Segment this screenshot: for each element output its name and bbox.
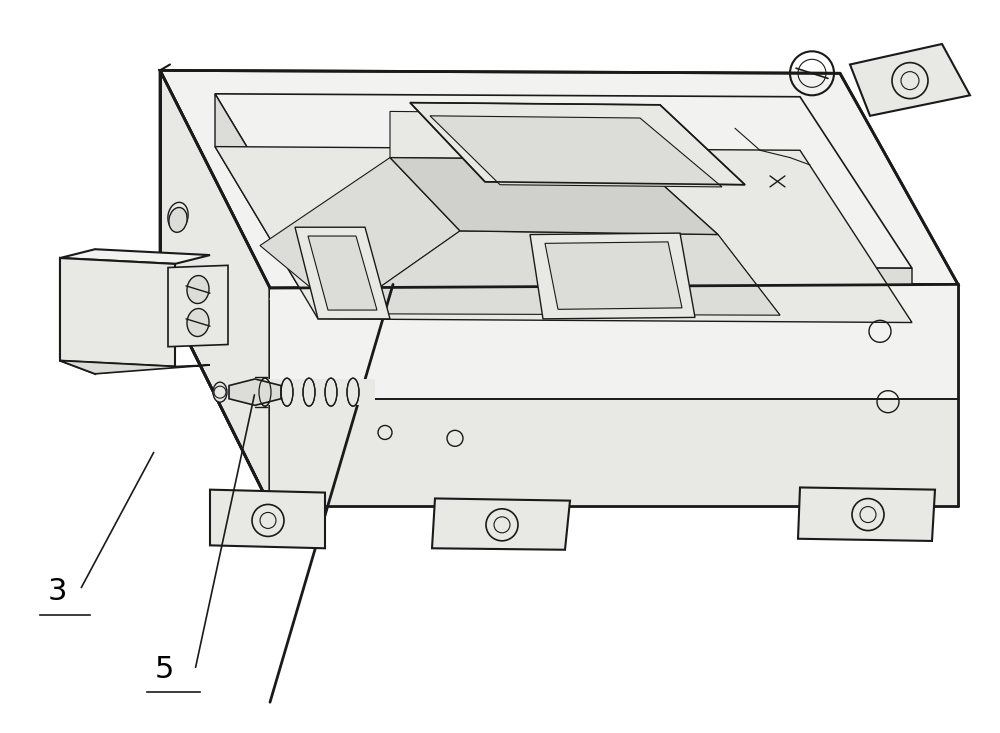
Polygon shape xyxy=(635,160,780,315)
Ellipse shape xyxy=(187,309,209,336)
Polygon shape xyxy=(270,284,958,506)
Polygon shape xyxy=(210,490,325,548)
Polygon shape xyxy=(342,231,780,315)
Polygon shape xyxy=(60,258,95,374)
Polygon shape xyxy=(215,94,318,319)
Polygon shape xyxy=(215,94,912,268)
Polygon shape xyxy=(430,116,722,187)
Polygon shape xyxy=(160,70,958,288)
Polygon shape xyxy=(318,265,912,323)
Polygon shape xyxy=(168,265,228,347)
Polygon shape xyxy=(229,379,281,405)
Ellipse shape xyxy=(213,382,227,402)
Polygon shape xyxy=(60,258,175,366)
Polygon shape xyxy=(60,361,210,374)
Polygon shape xyxy=(160,70,270,506)
Text: 3: 3 xyxy=(48,577,68,606)
Polygon shape xyxy=(410,103,745,185)
Ellipse shape xyxy=(187,276,209,303)
Polygon shape xyxy=(850,44,970,116)
Polygon shape xyxy=(798,487,935,541)
Polygon shape xyxy=(270,399,958,506)
Polygon shape xyxy=(270,284,958,399)
Polygon shape xyxy=(215,147,912,323)
Polygon shape xyxy=(432,498,570,550)
Polygon shape xyxy=(260,158,460,314)
Polygon shape xyxy=(60,249,210,264)
Polygon shape xyxy=(295,227,390,319)
Text: 5: 5 xyxy=(155,655,174,684)
Polygon shape xyxy=(390,158,718,235)
Polygon shape xyxy=(545,242,682,309)
Polygon shape xyxy=(265,379,375,405)
Ellipse shape xyxy=(169,207,187,232)
Polygon shape xyxy=(530,233,695,319)
Polygon shape xyxy=(308,236,377,310)
Polygon shape xyxy=(390,111,635,160)
